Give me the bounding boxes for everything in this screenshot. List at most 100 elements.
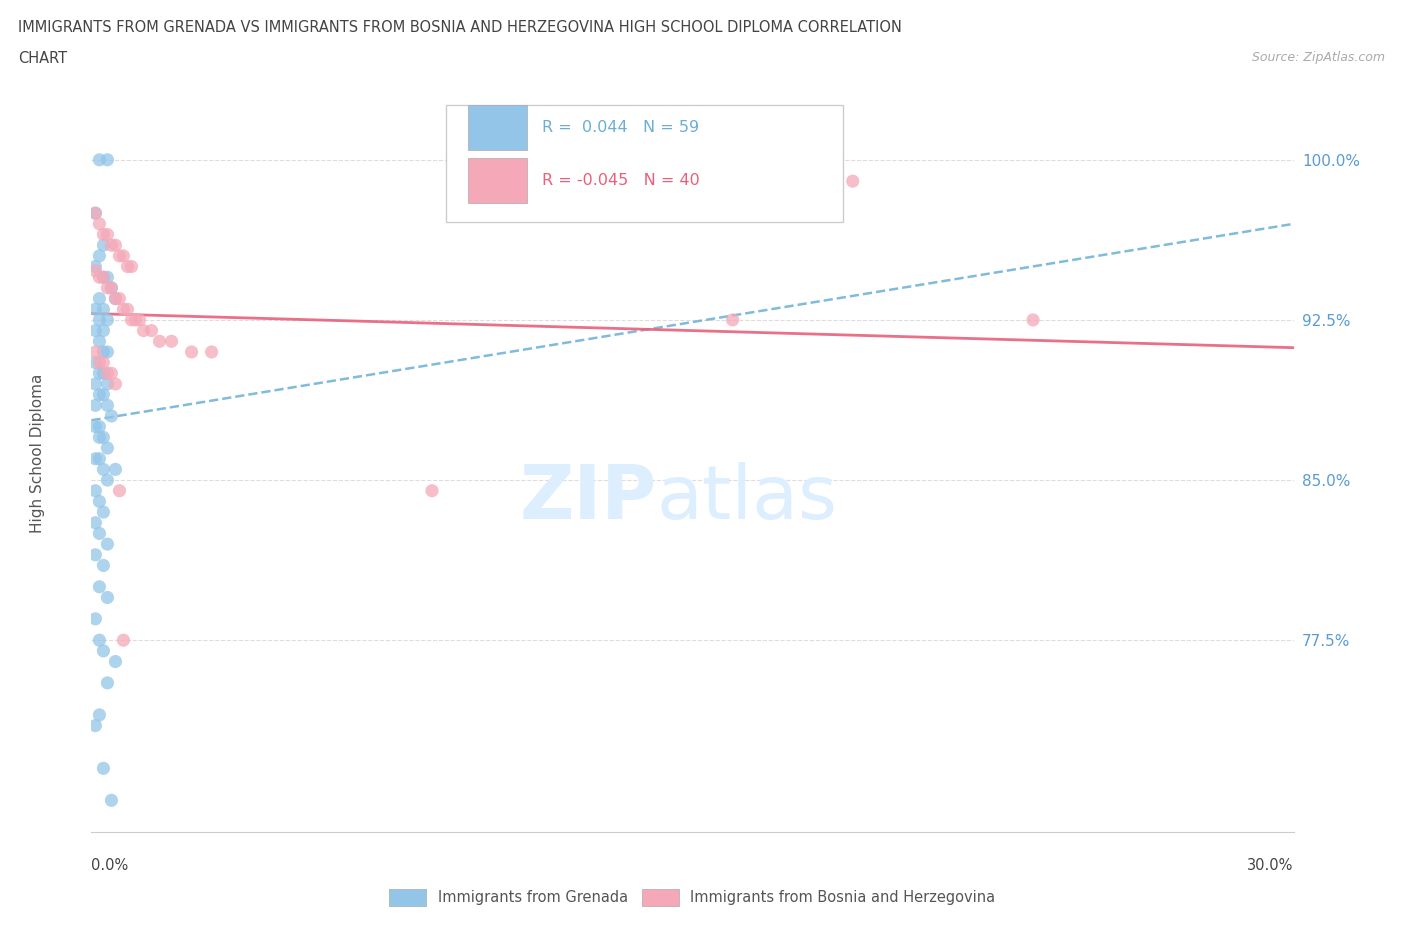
Point [89,419,111,434]
Point [89,526,111,541]
Point [84,259,107,274]
Point [93,644,115,658]
Point [104,291,127,306]
Point [96,227,118,242]
Text: Source: ZipAtlas.com: Source: ZipAtlas.com [1251,51,1385,64]
Point [84,515,107,530]
Point [93,227,115,242]
Point [89,708,111,723]
Point [89,365,111,380]
Text: CHART: CHART [18,51,67,66]
Point [89,334,111,349]
Point [100,793,122,808]
Point [89,387,111,402]
Point [84,611,107,626]
Point [84,206,107,220]
Point [96,365,118,380]
Point [117,259,139,274]
Point [84,398,107,413]
Point [93,323,115,338]
Point [420,484,443,498]
Point [112,248,135,263]
Point [93,558,115,573]
Point [93,302,115,317]
Point [96,153,118,167]
Point [89,451,111,466]
Point [141,323,163,338]
Point [96,537,118,551]
Point [104,654,127,669]
Point [84,206,107,220]
Point [96,472,118,487]
Point [89,430,111,445]
Point [84,419,107,434]
Text: 30.0%: 30.0% [1247,858,1294,873]
Point [93,270,115,285]
Point [84,451,107,466]
Point [93,270,115,285]
Point [89,248,111,263]
Point [93,344,115,359]
Point [104,462,127,477]
Point [104,291,127,306]
Text: ZIP: ZIP [519,462,657,536]
Point [93,761,115,776]
Point [121,312,143,327]
FancyBboxPatch shape [446,105,842,222]
Point [84,484,107,498]
Point [160,334,183,349]
Text: atlas: atlas [657,462,838,536]
Point [84,344,107,359]
Point [89,632,111,647]
Point [84,355,107,370]
Point [180,344,202,359]
FancyBboxPatch shape [468,105,527,150]
Text: R =  0.044   N = 59: R = 0.044 N = 59 [543,120,699,135]
Point [93,365,115,380]
Point [96,398,118,413]
Point [128,312,150,327]
Point [112,632,135,647]
Point [93,238,115,253]
Point [96,281,118,296]
Point [117,302,139,317]
Point [104,238,127,253]
Point [84,718,107,733]
Point [148,334,170,349]
Point [89,270,111,285]
Point [89,291,111,306]
Point [84,548,107,563]
Point [84,302,107,317]
Point [108,484,131,498]
Point [100,238,122,253]
Point [104,377,127,392]
Point [201,344,224,359]
Point [96,312,118,327]
Point [89,312,111,327]
Point [108,248,131,263]
Point [84,323,107,338]
Point [93,462,115,477]
Point [100,365,122,380]
Point [89,579,111,594]
Point [89,355,111,370]
Point [89,494,111,509]
Point [84,263,107,278]
Point [93,505,115,520]
Point [124,312,146,327]
Point [721,312,744,327]
Point [100,281,122,296]
Point [96,441,118,456]
Point [84,377,107,392]
Point [100,408,122,423]
FancyBboxPatch shape [468,158,527,203]
Text: R = -0.045   N = 40: R = -0.045 N = 40 [543,173,700,188]
Point [100,281,122,296]
Point [108,291,131,306]
Point [841,174,863,189]
Point [96,377,118,392]
Point [93,387,115,402]
Point [89,153,111,167]
Point [96,590,118,604]
Point [132,323,155,338]
